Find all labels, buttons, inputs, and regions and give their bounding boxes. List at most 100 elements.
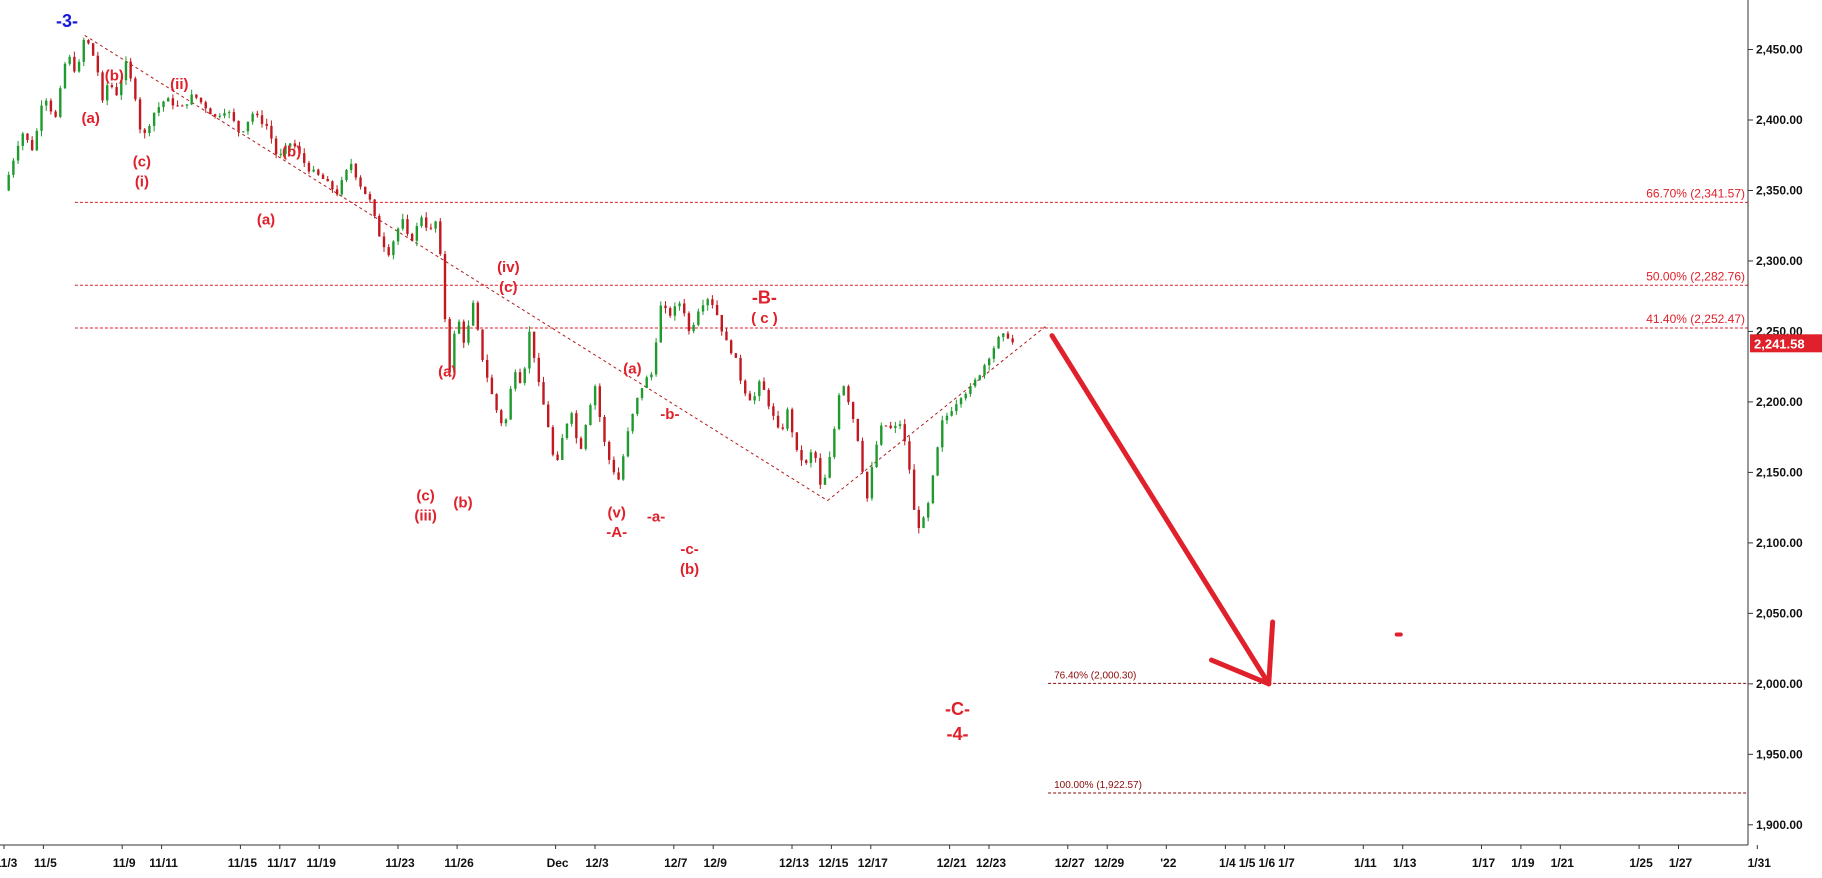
x-tick-label: 11/19 — [307, 856, 337, 870]
candle-body — [612, 459, 616, 473]
candle-body — [950, 411, 953, 416]
candle-body — [410, 233, 414, 241]
candle-body — [758, 381, 761, 397]
candle-body — [1011, 338, 1014, 343]
candle-body — [486, 359, 489, 378]
candle-body — [91, 43, 95, 56]
last-price-box — [1750, 334, 1822, 353]
candle-body — [640, 387, 644, 398]
candle-body — [181, 105, 184, 107]
candle-body — [256, 113, 259, 116]
candle-body — [148, 125, 151, 134]
candle-body — [157, 107, 161, 113]
candle-body — [744, 380, 747, 394]
wave-label: -C- — [945, 699, 970, 719]
candle-body — [288, 143, 292, 147]
x-tick-label: 12/29 — [1094, 856, 1124, 870]
candle-body — [349, 163, 353, 170]
fibonacci-levels: 66.70% (2,341.57) 50.00% (2,282.76) 41.40%… — [74, 186, 1748, 794]
candle-body — [35, 130, 39, 151]
candle-body — [809, 452, 813, 463]
candle-body — [551, 427, 555, 455]
candle-body — [964, 393, 967, 399]
candle-body — [664, 305, 667, 309]
candle-body — [711, 299, 714, 305]
candle-body — [654, 342, 658, 375]
candle-body — [7, 174, 10, 191]
candle-body — [898, 424, 902, 426]
candle-body — [894, 425, 897, 429]
candle-body — [82, 39, 85, 62]
candle-body — [176, 105, 179, 107]
candle-body — [833, 428, 836, 458]
candle-body — [345, 169, 348, 181]
candle-body — [16, 145, 20, 161]
candle-body — [683, 303, 686, 314]
candle-body — [955, 404, 958, 412]
wave-label: (b) — [453, 495, 472, 512]
candle-body — [678, 303, 681, 307]
wave-label: (iii) — [414, 507, 437, 524]
candle-body — [603, 417, 606, 442]
candle-body — [987, 358, 991, 366]
y-tick-label: 2,450.00 — [1756, 43, 1803, 57]
candle-body — [265, 123, 268, 126]
candle-body — [908, 441, 911, 470]
candle-body — [124, 61, 128, 81]
candle-body — [115, 87, 118, 96]
candle-body — [753, 396, 756, 401]
candle-body — [500, 410, 503, 424]
candle-body — [481, 329, 484, 360]
candle-body — [903, 424, 906, 442]
x-axis: 11/3 11/5 11/9 11/11 11/15 11/17 11/19 11/23 11/… — [0, 844, 1771, 870]
candle-body — [805, 460, 808, 463]
fib-level-label: 66.70% (2,341.57) — [1646, 186, 1745, 200]
candle-body — [209, 108, 212, 115]
candle-body — [26, 133, 29, 140]
wave-label: ( c ) — [751, 310, 778, 327]
candle-body — [945, 415, 949, 421]
candle-body — [298, 146, 301, 154]
fib-level-label: 100.00% (1,922.57) — [1054, 780, 1142, 791]
candle-body — [992, 348, 996, 359]
x-tick-label: 1/4 — [1219, 856, 1236, 870]
candle-body — [1006, 333, 1010, 339]
x-tick-label: 12/7 — [664, 856, 688, 870]
y-tick-label: 2,100.00 — [1756, 536, 1803, 550]
candle-body — [537, 357, 541, 383]
candle-body — [77, 61, 81, 72]
candle-body — [237, 120, 240, 132]
candle-body — [166, 98, 170, 102]
candle-body — [270, 125, 273, 139]
wave-label: (c) — [133, 154, 151, 171]
candle-body — [584, 425, 587, 449]
candle-body — [851, 402, 855, 419]
fib-level-label: 50.00% (2,282.76) — [1646, 269, 1745, 283]
candle-body — [326, 178, 329, 182]
candle-body — [195, 94, 198, 98]
candle-body — [429, 227, 433, 229]
candle-body — [120, 80, 123, 96]
last-price-label: 2,241.58 — [1754, 336, 1805, 351]
y-tick-label: 2,200.00 — [1756, 395, 1803, 409]
x-tick-label: 11/23 — [385, 856, 415, 870]
y-tick-label: 2,300.00 — [1756, 254, 1803, 268]
candle-body — [528, 331, 531, 369]
candle-body — [439, 221, 442, 255]
candle-body — [697, 311, 700, 325]
candle-body — [340, 180, 343, 195]
candle-body — [561, 437, 564, 460]
candle-body — [837, 395, 841, 429]
candle-body — [598, 386, 602, 418]
candle-body — [49, 100, 53, 112]
candle-body — [687, 313, 691, 332]
candle-body — [936, 447, 939, 476]
x-tick-label: 1/17 — [1472, 856, 1496, 870]
candle-body — [556, 454, 559, 460]
y-tick-label: 2,050.00 — [1756, 606, 1803, 620]
x-tick-label: '22 — [1160, 856, 1177, 870]
candle-body — [40, 105, 43, 131]
candle-body — [828, 457, 831, 478]
candle-body — [406, 219, 409, 234]
